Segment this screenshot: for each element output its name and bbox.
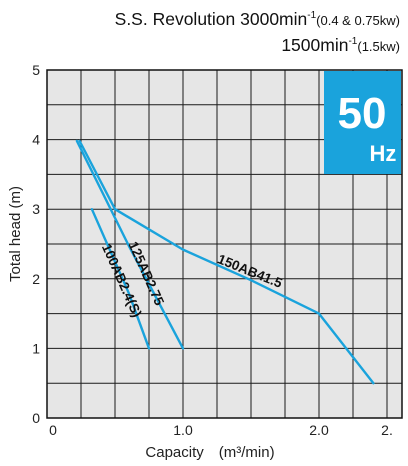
y-axis-title: Total head (m) — [7, 186, 24, 282]
y-tick-labels: 0 1 2 3 4 5 — [32, 62, 40, 426]
series-line-3 — [90, 207, 151, 350]
frequency-unit: Hz — [370, 141, 397, 166]
x-tick-label: 0 — [49, 422, 57, 438]
grid — [47, 70, 402, 418]
speed-1500-text: 1500min — [281, 35, 349, 55]
speed-line-1500: 1500min-1(1.5kw) — [281, 35, 400, 56]
y-tick-label: 0 — [32, 410, 40, 426]
frequency-badge-box — [324, 71, 401, 174]
x-tick-labels: 0 1.0 2.0 2. — [49, 422, 393, 438]
y-tick-label: 5 — [32, 62, 40, 78]
curves — [75, 139, 375, 385]
y-tick-label: 2 — [32, 271, 40, 287]
series-line-2 — [75, 139, 185, 350]
speed-1500-power-note: (1.5kw) — [357, 39, 400, 54]
x-axis-title: Capacity (m³/min) — [145, 444, 274, 461]
x-tick-label: 1.0 — [173, 422, 193, 438]
frequency-value: 50 — [338, 89, 387, 138]
speed-3000-power-note: (0.4 & 0.75kw) — [316, 13, 400, 28]
x-tick-label: 2. — [381, 422, 393, 438]
speed-1500-exponent: -1 — [348, 36, 358, 47]
speed-3000-exponent: -1 — [307, 10, 317, 21]
y-tick-label: 3 — [32, 201, 40, 217]
y-tick-label: 4 — [32, 132, 40, 148]
speed-line-3000: S.S. Revolution 3000min-1(0.4 & 0.75kw) — [115, 9, 400, 30]
speed-3000-text: S.S. Revolution 3000min — [114, 9, 308, 29]
plot-frame — [46, 69, 403, 419]
y-tick-label: 1 — [32, 340, 40, 356]
x-tick-label: 2.0 — [309, 422, 329, 438]
frequency-badge: 50 Hz — [324, 71, 401, 174]
series-line-1 — [78, 139, 375, 385]
